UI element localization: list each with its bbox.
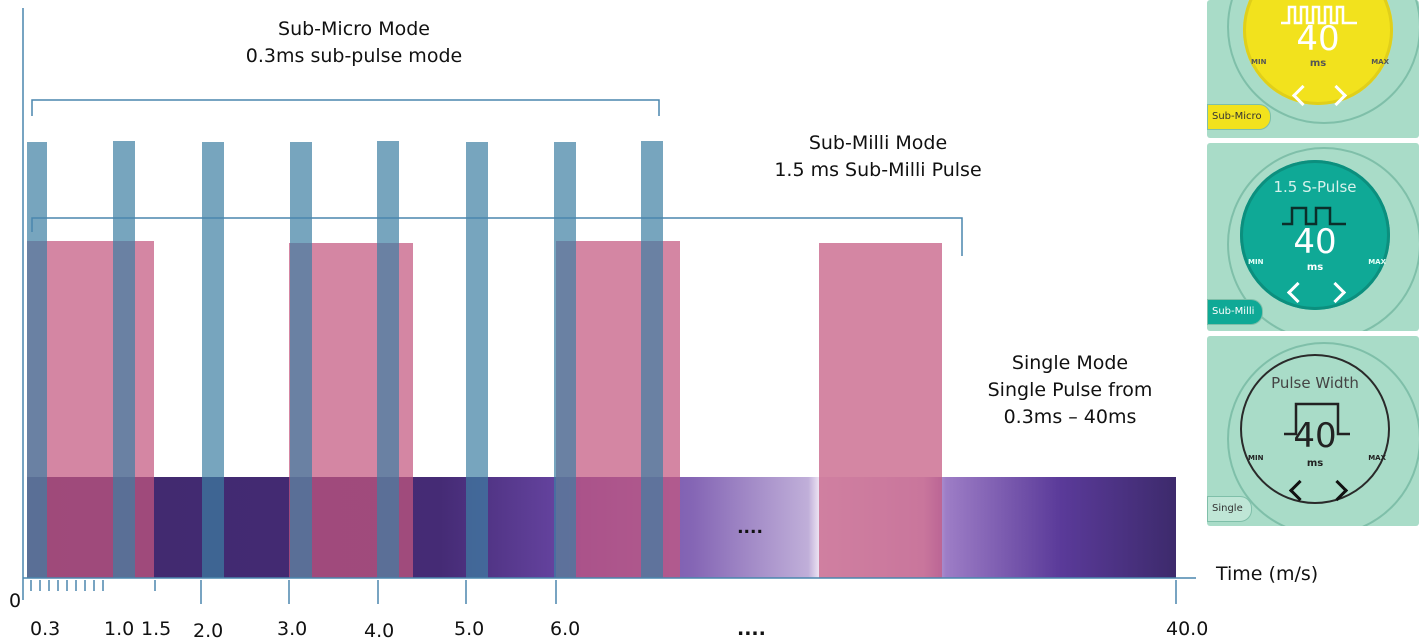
single-value: 40 [1293,416,1337,456]
tick-label: 40.0 [1166,618,1209,640]
sub-micro-pulse [554,142,576,578]
tick-label: 3.0 [277,618,308,640]
sub-milli-prev-icon[interactable] [1286,281,1309,304]
major-ticks [154,580,1177,604]
tick-label: 4.0 [364,620,395,642]
sub-micro-label: Sub-Micro Mode 0.3ms sub-pulse mode [204,16,504,70]
square-wave-icon [1282,206,1346,226]
single-min: MIN [1248,454,1264,462]
sub-milli-bracket [31,217,963,256]
single-mode-title: Single Mode [1011,352,1129,374]
sub-milli-unit: ms [1306,262,1324,273]
minor-ticks [30,580,104,591]
sub-micro-pulse [466,142,488,578]
sub-milli-subtitle: 1.5 ms Sub-Milli Pulse [774,159,982,181]
sub-micro-max: MAX [1371,58,1389,66]
single-panel: Pulse Width 40 ms MIN MAX Single [1207,336,1419,526]
tick-label: 1.5 [141,618,172,640]
single-unit: ms [1306,458,1324,469]
single-button[interactable]: Single [1207,496,1252,522]
single-heading: Pulse Width [1271,374,1359,392]
tick-label: 5.0 [454,618,485,640]
sub-micro-pulse [113,141,135,578]
sub-micro-subtitle: 0.3ms sub-pulse mode [245,45,463,67]
sub-micro-pulses [27,141,663,578]
sub-micro-pulse [27,142,47,578]
bar-ellipsis: .... [737,518,763,538]
single-prev-icon[interactable] [1288,479,1311,502]
sub-milli-next-icon[interactable] [1324,281,1347,304]
sub-milli-dial[interactable]: 1.5 S-Pulse 40 ms MIN MAX [1240,160,1390,310]
sub-micro-pulse [290,142,312,578]
tick-label: .... [737,618,766,640]
single-mode-line3: 0.3ms – 40ms [1003,406,1137,428]
single-mode-label: Single Mode Single Pulse from 0.3ms – 40… [935,350,1205,431]
pulse-mode-diagram [22,8,1196,604]
sub-micro-panel: 40 ms MIN MAX Sub-Micro [1207,0,1419,138]
sub-milli-label: Sub-Milli Mode 1.5 ms Sub-Milli Pulse [728,130,1028,184]
sub-micro-pulse [202,142,224,578]
origin-label: 0 [9,590,22,612]
sub-micro-button[interactable]: Sub-Micro [1207,104,1271,130]
tick-label: 0.3 [30,618,61,640]
sub-milli-title: Sub-Milli Mode [808,132,948,154]
tick-label: 1.0 [104,618,135,640]
single-mode-line2: Single Pulse from [987,379,1153,401]
sub-milli-panel: 1.5 S-Pulse 40 ms MIN MAX Sub-Milli [1207,143,1419,331]
tick-label: 2.0 [193,620,224,642]
sub-milli-heading: 1.5 S-Pulse [1273,178,1357,196]
single-dial[interactable]: Pulse Width 40 ms MIN MAX [1240,354,1390,504]
sub-milli-pulse [819,243,942,578]
square-wave-icon [1284,402,1350,436]
sub-micro-value: 40 [1296,19,1340,59]
sub-micro-bracket [31,99,660,116]
sub-micro-pulse [377,141,399,578]
sub-micro-min: MIN [1251,58,1267,66]
sub-micro-unit: ms [1309,58,1327,69]
sub-milli-value: 40 [1293,222,1337,262]
tick-label: 6.0 [550,618,581,640]
sub-milli-min: MIN [1248,258,1264,266]
x-axis-title: Time (m/s) [1216,563,1319,585]
single-max: MAX [1368,454,1386,462]
sub-milli-max: MAX [1368,258,1386,266]
square-wave-icon [1281,5,1357,25]
sub-micro-pulse [641,141,663,578]
sub-micro-title: Sub-Micro Mode [278,18,430,40]
sub-milli-button[interactable]: Sub-Milli [1207,299,1264,325]
